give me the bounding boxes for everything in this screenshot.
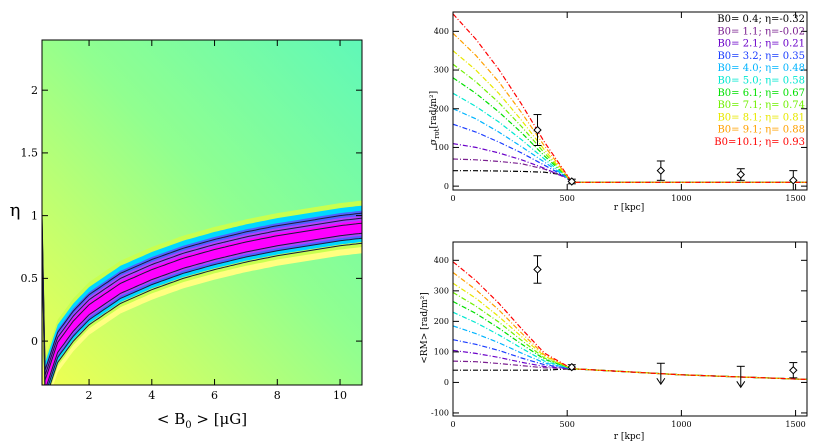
data-point	[789, 366, 798, 375]
upper-limit-arrow	[736, 381, 746, 389]
series-line	[453, 291, 807, 380]
y-tick-label: 300	[434, 287, 449, 296]
y-tick-label: 1.5	[21, 147, 39, 160]
heatmap-frame	[41, 39, 363, 386]
x-tick-label: 2	[86, 389, 93, 402]
rm-series	[453, 261, 807, 380]
legend-entry: B0= 1.1; η=-0.02	[717, 26, 805, 37]
heatmap-contours	[42, 212, 362, 385]
sigma-y-label-sub: rot	[433, 128, 441, 139]
y-tick-label: 400	[434, 256, 449, 265]
contour-line	[42, 242, 362, 385]
x-tick-label: 500	[560, 194, 575, 203]
sigma-y-label: σrot[rad/m²]	[429, 91, 441, 145]
sigma-x-label: r [kpc]	[614, 203, 644, 213]
data-point	[789, 176, 798, 185]
rm-y-label: <RM> [rad/m²]	[420, 292, 430, 364]
series-line	[453, 143, 807, 183]
x-tick-label: 6	[211, 389, 218, 402]
legend-entry: B0= 7.1; η= 0.74	[717, 100, 805, 111]
heatmap-x-label-units: > [μG]	[192, 410, 248, 428]
y-tick-label: 2	[31, 84, 38, 97]
y-tick-label: 0	[444, 378, 449, 387]
heatmap-y-label: η	[10, 200, 21, 221]
x-tick-label: 8	[274, 389, 281, 402]
data-point	[656, 166, 666, 175]
rm-x-label: r [kpc]	[614, 432, 644, 441]
y-tick-label: -100	[431, 409, 449, 418]
legend-entry: B0= 0.4; η=-0.32	[717, 14, 805, 25]
legend-entry: B0= 9.1; η= 0.88	[717, 125, 805, 136]
legend-entry: B0= 5.0; η= 0.58	[717, 76, 805, 87]
series-line	[453, 300, 807, 380]
legend-entry: B0= 2.1; η= 0.21	[717, 39, 805, 50]
series-line	[453, 32, 807, 183]
sigma-y-label-main: σ	[429, 139, 439, 145]
contour-line	[42, 212, 362, 371]
data-point	[567, 177, 576, 186]
x-tick-label: 1500	[785, 420, 805, 429]
sigma-axes: 0 500 1000 1500 0 100 200 300 400	[434, 12, 807, 203]
data-point	[533, 125, 542, 135]
x-tick-label: 500	[560, 420, 575, 429]
y-tick-label: 0.5	[21, 272, 39, 285]
data-point	[736, 170, 745, 179]
y-tick-label: 0	[444, 182, 449, 191]
series-line	[453, 282, 807, 380]
legend-entry: B0=10.1; η= 0.93	[714, 137, 805, 148]
legend-entry: B0= 4.0; η= 0.48	[717, 63, 805, 74]
x-tick-label: 1000	[671, 194, 691, 203]
series-line	[453, 272, 807, 380]
series-line	[453, 13, 807, 183]
y-tick-label: 1	[31, 209, 38, 222]
contour-line	[42, 222, 362, 381]
heatmap-x-label-main: < B	[157, 410, 185, 428]
rm-observations	[533, 255, 798, 389]
rm-frame	[452, 241, 808, 417]
sigma-y-label-units: [rad/m²]	[429, 91, 439, 129]
series-line	[453, 108, 807, 183]
legend-entry: B0= 3.2; η= 0.35	[717, 51, 805, 62]
contour-line	[42, 232, 362, 385]
legend-entry: B0= 8.1; η= 0.81	[717, 112, 805, 123]
x-tick-label: 1000	[671, 420, 691, 429]
series-line	[453, 170, 807, 183]
data-point	[533, 265, 542, 274]
x-tick-label: 0	[450, 194, 455, 203]
legend-entry: B0= 6.1; η= 0.67	[717, 88, 805, 99]
y-tick-label: 200	[434, 104, 449, 113]
y-tick-label: 200	[434, 317, 449, 326]
panel-heatmap: 2 4 6 8 1000.511.52 η < B0 > [μG]	[10, 39, 363, 431]
y-tick-label: 400	[434, 27, 449, 36]
series-line	[453, 63, 807, 183]
heatmap-x-label: < B0 > [μG]	[157, 410, 247, 431]
heatmap-axes: 2 4 6 8 10 0 0.5 1 1.5 2	[21, 40, 362, 402]
series-line	[453, 311, 807, 380]
sigma-frame	[452, 11, 808, 191]
x-tick-label: 1500	[785, 194, 805, 203]
sigma-observations	[533, 114, 798, 190]
x-tick-label: 0	[450, 420, 455, 429]
data-point	[567, 362, 576, 372]
y-tick-label: 100	[434, 348, 449, 357]
upper-limit-arrow	[656, 377, 666, 386]
x-tick-label: 10	[333, 389, 347, 402]
y-tick-label: 300	[434, 66, 449, 75]
y-tick-label: 0	[31, 335, 38, 348]
heatmap-x-label-sub: 0	[185, 420, 191, 431]
y-tick-label: 100	[434, 143, 449, 152]
series-line	[453, 261, 807, 380]
series-line	[453, 349, 807, 380]
contour-line	[42, 217, 362, 376]
contour-line	[42, 237, 362, 385]
x-tick-label: 4	[148, 389, 155, 402]
panel-sigma-rot: 0 500 1000 1500 0 100 200 300 400 B0= 0.4; η=-0.…	[429, 11, 808, 213]
